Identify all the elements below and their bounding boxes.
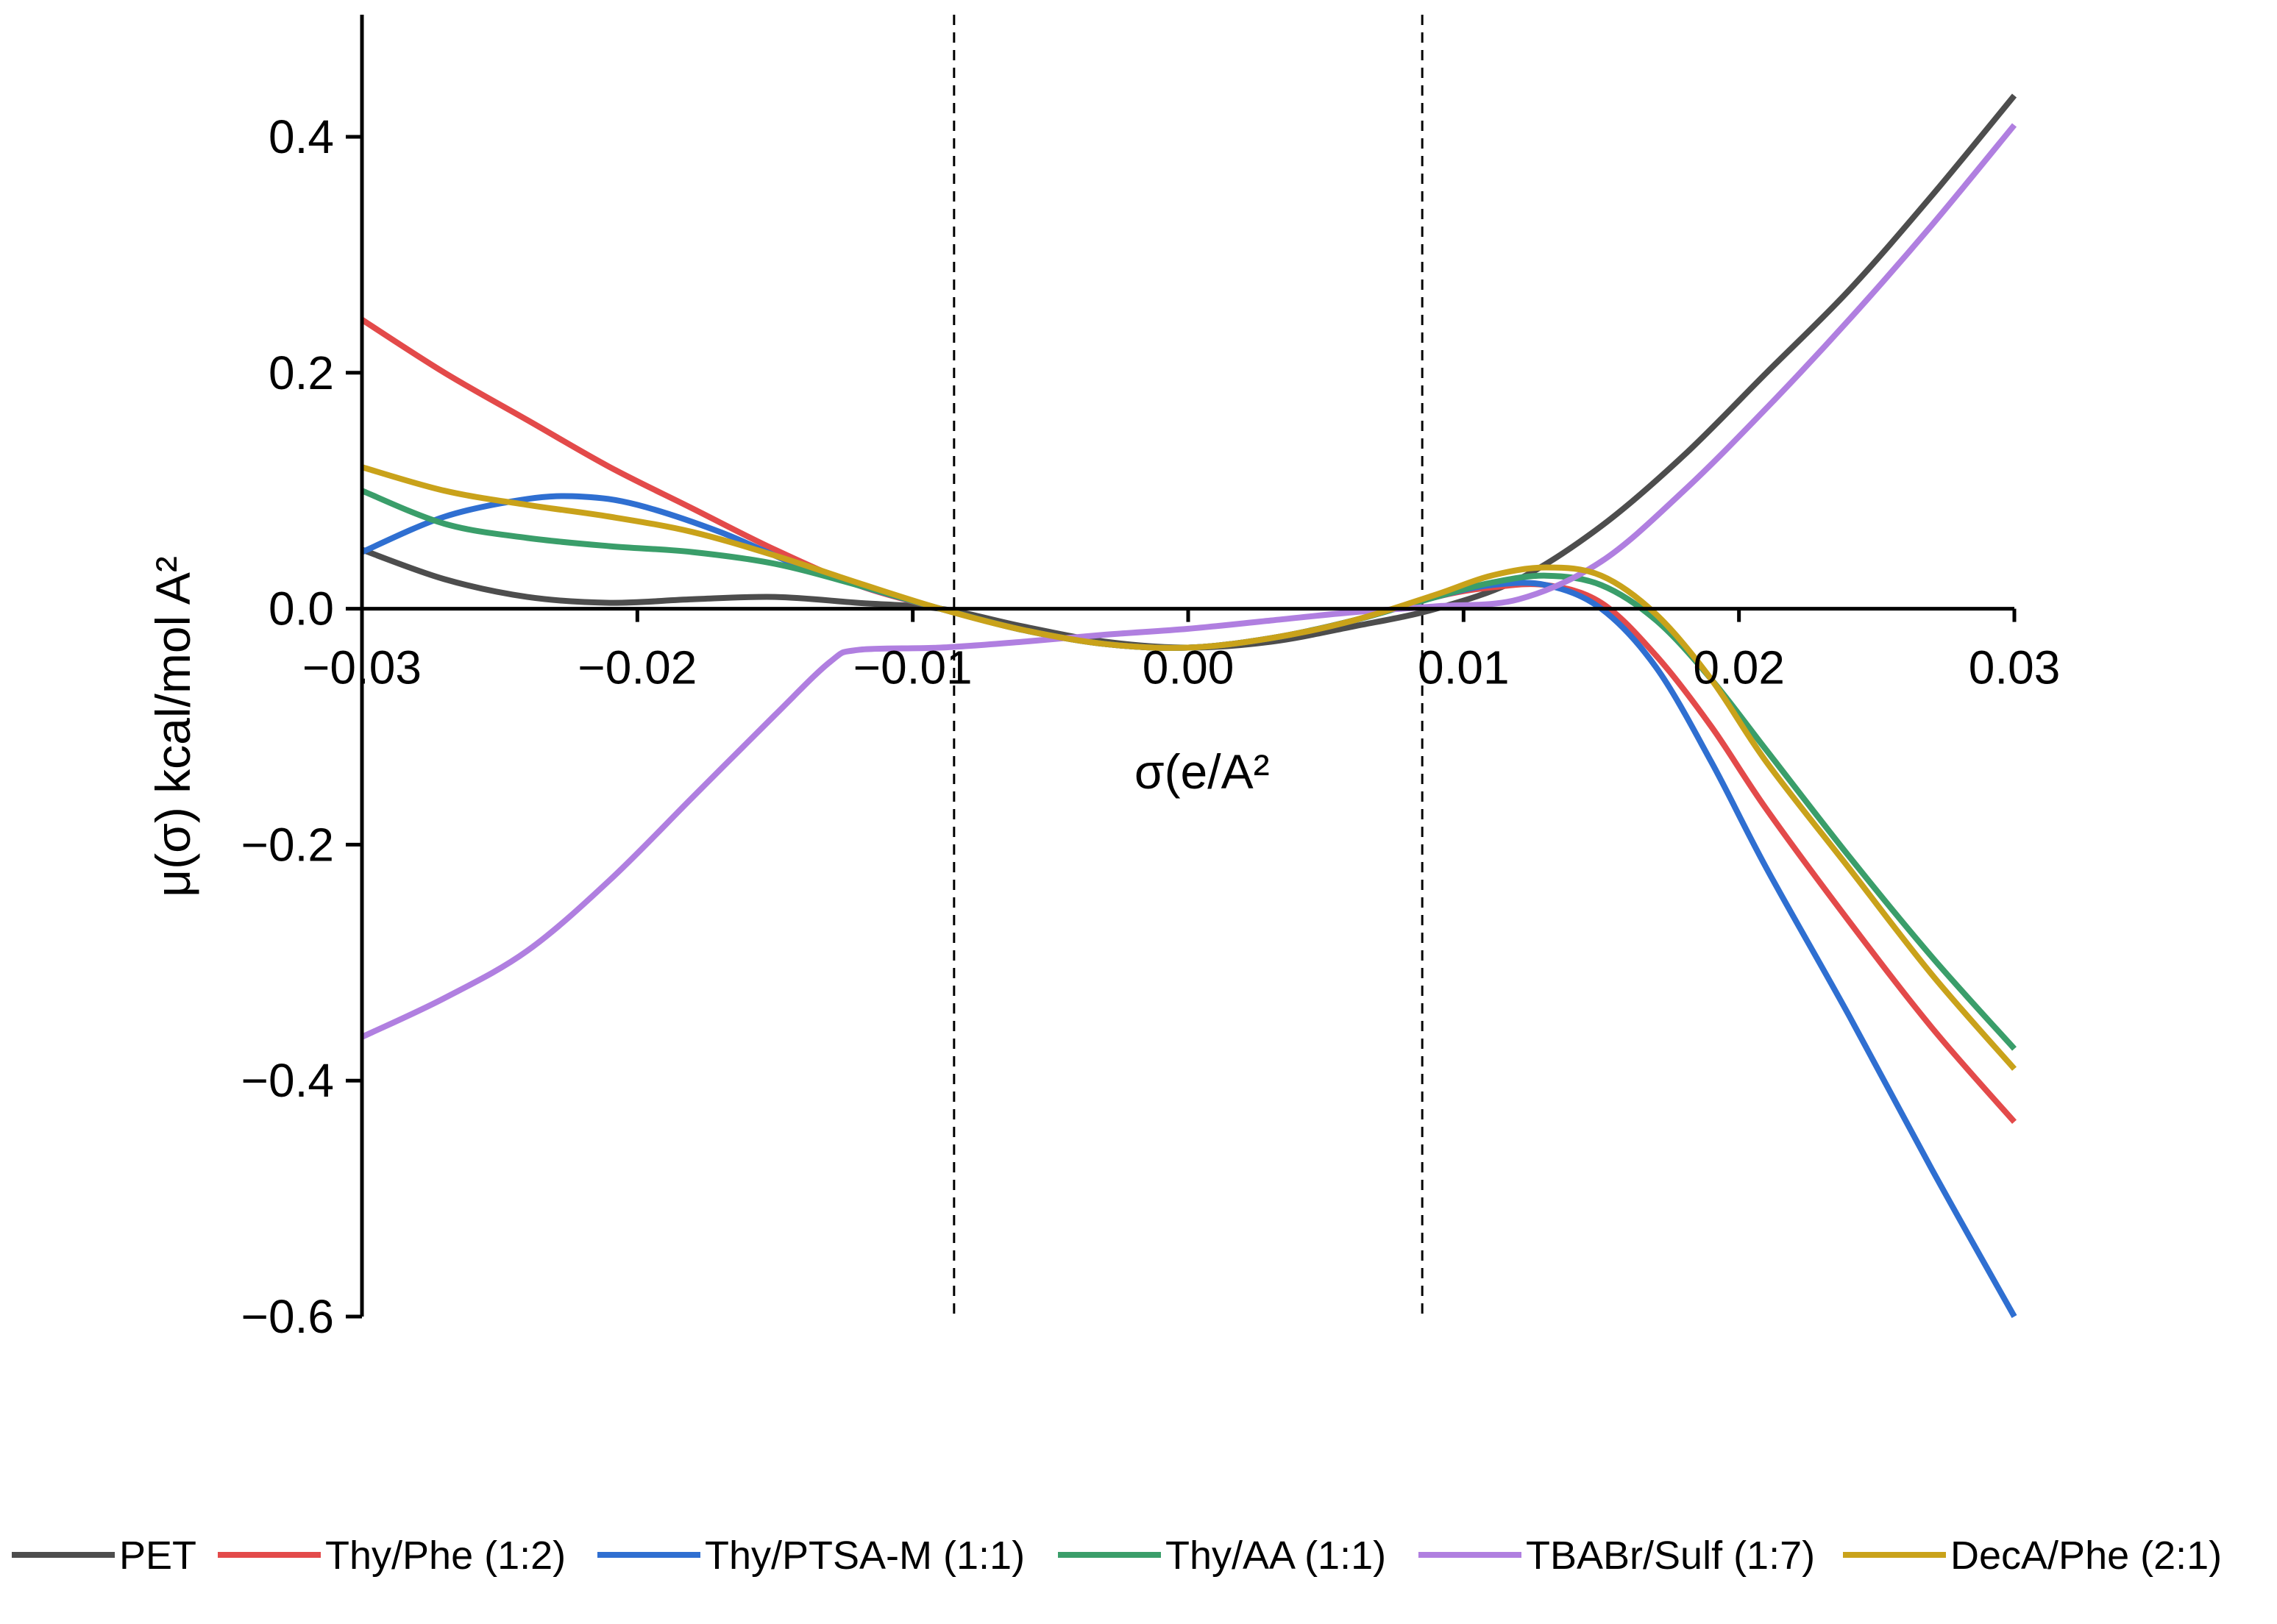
x-tick-label: −0.03 (302, 641, 422, 694)
series-line-6 (360, 464, 2017, 1071)
series-line-2 (360, 317, 2017, 1124)
legend-label-1: PET (119, 1534, 196, 1578)
y-tick-label: −0.2 (241, 818, 334, 871)
x-tick-label: 0.01 (1418, 641, 1510, 694)
series-lines (360, 93, 2017, 1318)
legend-label-5: TBABr/Sulf (1:7) (1526, 1534, 1815, 1578)
y-tick-label: −0.4 (241, 1054, 334, 1107)
y-tick-label: 0.2 (269, 346, 334, 399)
x-tick-label: 0.02 (1693, 641, 1785, 694)
legend: PET Thy/Phe (1:2) Thy/PTSA-M (1:1) Thy/AA (… (12, 1534, 2222, 1578)
y-tick-label: 0.0 (269, 583, 334, 635)
x-tick-label: −0.02 (578, 641, 697, 694)
y-tick-label: −0.6 (241, 1290, 334, 1343)
x-axis-title: σ(e/A² (1134, 744, 1270, 799)
legend-label-4: Thy/AA (1:1) (1165, 1534, 1386, 1578)
series-line-1 (360, 93, 2017, 651)
y-axis-title: μ(σ) kcal/mol A² (146, 556, 200, 897)
x-tick-label: −0.01 (853, 641, 973, 694)
series-line-5 (360, 123, 2017, 1040)
y-ticks: −0.6 −0.4 −0.2 0.0 0.2 0.4 (241, 110, 362, 1343)
reference-lines (953, 15, 1424, 1317)
x-tick-label: 0.03 (1969, 641, 2061, 694)
x-ticks: −0.03 −0.02 −0.01 0.00 0.01 0.02 0.03 (302, 608, 2061, 694)
legend-label-2: Thy/Phe (1:2) (325, 1534, 566, 1578)
legend-label-3: Thy/PTSA-M (1:1) (705, 1534, 1025, 1578)
y-tick-label: 0.4 (269, 110, 334, 163)
legend-label-6: DecA/Phe (2:1) (1950, 1534, 2222, 1578)
x-tick-label: 0.00 (1143, 641, 1235, 694)
